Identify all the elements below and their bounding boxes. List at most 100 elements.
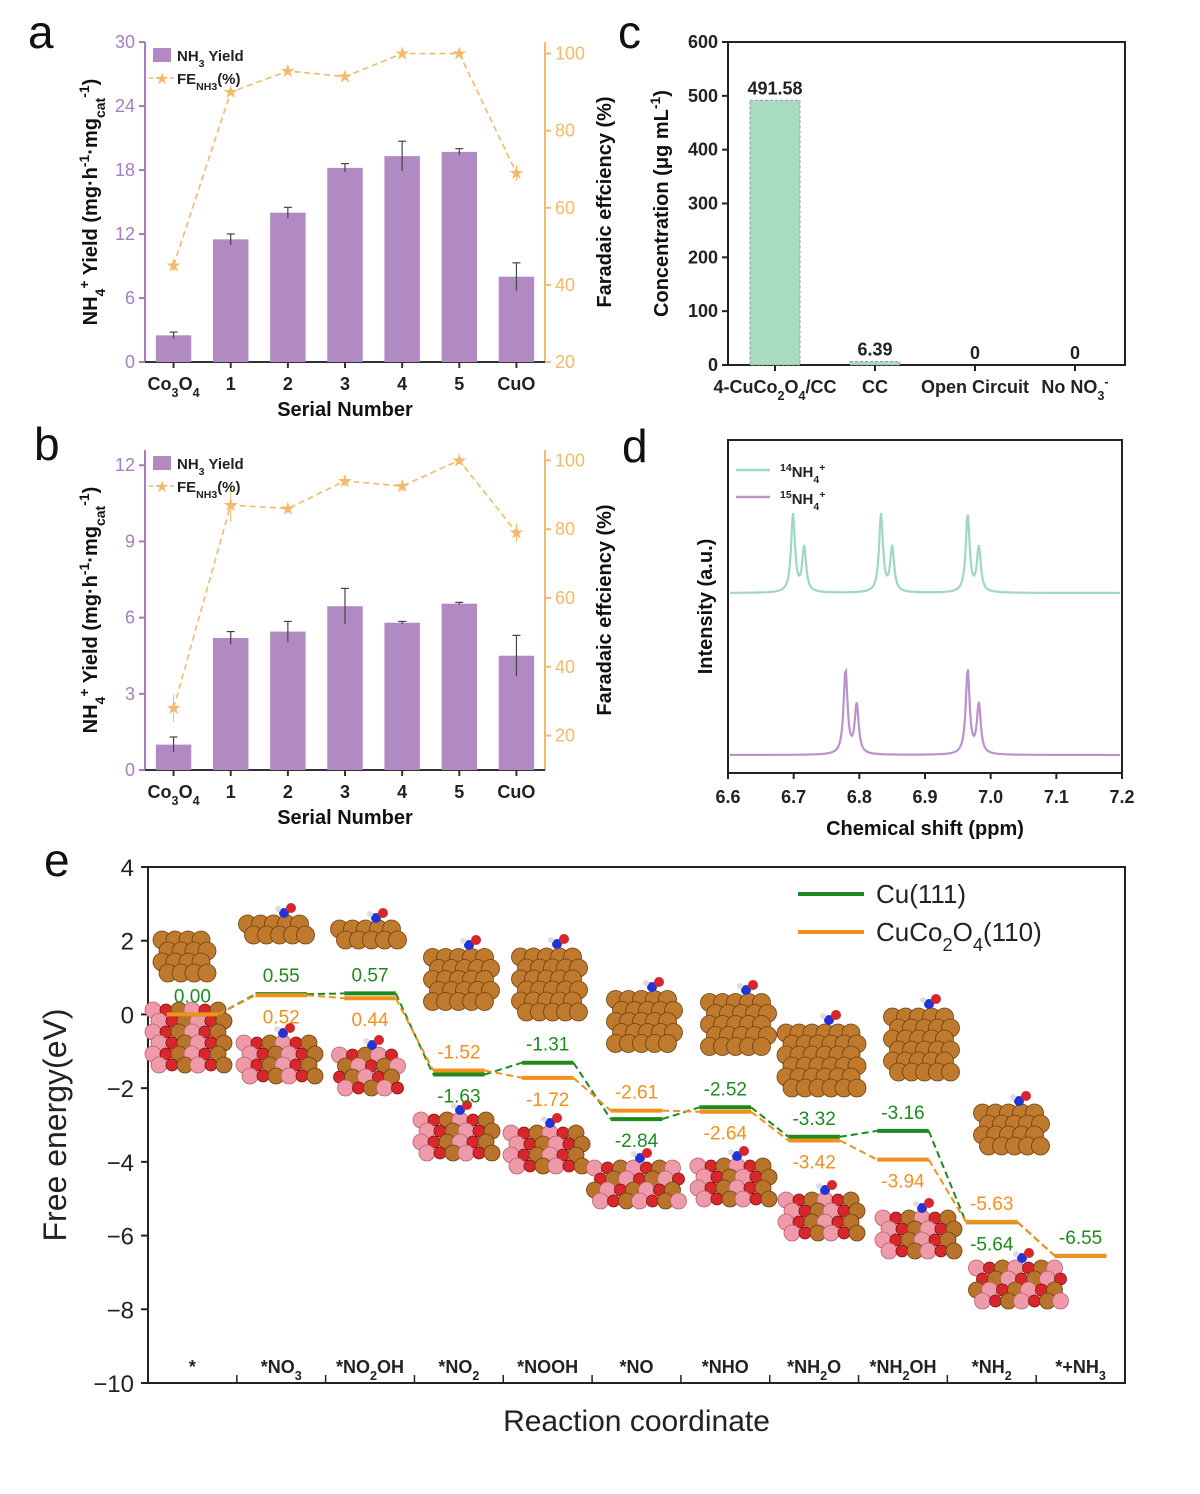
legend-14-label-part: NH [792,464,814,481]
x-tick-label: *NH2O [787,1357,841,1383]
x-axis-label: Reaction coordinate [503,1405,770,1438]
legend-cuco2o4-label-part: 2 [942,935,952,955]
panel-e-chart: 420−2−4−6−8−10* *NO3 *NO2OH *NO2 *NOOH *NO *NH… [37,855,1126,1438]
legend-14-label-part: 14 [780,462,792,474]
co-atom [783,1224,801,1242]
y-tick-label: 500 [688,86,718,106]
cu111-value-label: -3.16 [881,1103,924,1124]
right-tick-label: 60 [555,588,575,608]
x-tick-label-part: 3 [1099,1369,1106,1383]
cuco2o4-adsorbate-o [642,1148,652,1158]
x-tick-label-part: 5 [454,374,464,394]
o-atom [646,1194,659,1208]
x-tick-label-part: 2 [472,1369,479,1383]
x-tick-label-part: 2 [777,389,784,403]
cu-atom [847,1078,867,1098]
cuco2o4-model [235,1034,324,1085]
x-tick-label: *NHO [702,1357,749,1377]
legend-fe-label-part: FE [177,479,196,496]
cu111-model [152,930,217,983]
y-axis-label-part: -1 [647,97,663,110]
legend-fe-label-part: NH3 [196,81,217,93]
cuco2o4-adsorbate-n [917,1203,927,1213]
panel-label-c: c [618,6,641,58]
cuco2o4-adsorbate-h [728,1149,734,1155]
co-atom [280,1067,298,1085]
panel-label-a: a [28,6,54,58]
cu-atom [752,1037,771,1056]
o-atom [934,1244,948,1258]
x-tick-label-part: O [179,782,193,802]
cu-atom [941,1062,960,1082]
co-atom [1052,1292,1069,1310]
spectrum-14nh4 [730,512,1120,595]
x-tick-label-part: 4 [397,782,407,802]
cu111-connector [394,993,435,1075]
yield-bar [270,631,306,770]
co-atom [695,1190,713,1208]
bar-value-label: 0 [1070,343,1080,363]
co-atom [337,1079,354,1097]
x-tick-label: *NO3 [261,1357,302,1383]
cuco2o4-connector [572,1077,612,1112]
cu111-adsorbate-h [643,980,649,986]
cuco2o4-adsorbate-n [635,1153,645,1163]
cuco2o4-connector [927,1159,967,1223]
cu-atom [388,930,407,950]
x-tick-label: CC [862,377,888,397]
cu111-adsorbate-o [559,934,569,944]
o-atom [204,1058,218,1072]
cuco2o4-connector [839,1139,878,1161]
y-axis-label-part: ·mg [80,526,102,563]
o-atom [352,1081,365,1095]
cu111-value-label: 0.57 [352,965,389,986]
cu111-adsorbate-h [275,906,281,912]
y-axis-label-part: Concentration (μg mL [651,109,673,317]
cuco2o4-value-label: -3.42 [792,1152,835,1173]
cu111-adsorbate-o [1021,1091,1031,1101]
cuco2o4-adsorbate-o [285,1023,295,1033]
o-atom [472,1146,486,1160]
cuco2o4-model [502,1124,591,1175]
fe-point: ★ [337,67,353,88]
o-atom [895,1244,909,1258]
x-tick-label: *NOOH [517,1357,578,1377]
left-tick-label: 30 [115,32,135,52]
x-tick-label-part: 2 [283,782,293,802]
co-atom [1013,1292,1030,1310]
legend-fe-label-part: NH3 [196,489,217,501]
co-atom [376,1079,393,1097]
panel-c-chart: 0100200300400500600491.584-CuCo2O4/CC6.3… [647,32,1126,403]
legend-15-label-part: 15 [780,489,792,501]
cu111-value-label: 0.00 [174,986,211,1007]
right-tick-label: 40 [555,275,575,295]
fe-point: ★ [166,256,182,277]
x-tick-label-part: *NHO [702,1357,749,1377]
yield-bar [327,167,363,362]
legend-bar-label: NH3 Yield [177,48,244,70]
cu-atom [760,1190,778,1208]
cu-atom [475,992,494,1011]
cuco2o4-value-label: 0.52 [263,1007,300,1028]
y-axis-label-part: Yield (mg·h [80,575,102,688]
cuco2o4-adsorbate-h [816,1183,822,1189]
cuco2o4-adsorbate-n [367,1040,377,1050]
x-tick-label-part: *NO [438,1357,472,1377]
legend-15-label-part: + [819,489,825,501]
o-atom [391,1081,404,1095]
legend-bar-swatch [153,48,171,62]
x-tick-label: 5 [454,374,464,394]
y-tick-label: −4 [107,1150,134,1177]
cu111-value-label: -3.32 [792,1109,835,1130]
cuco2o4-value-label: -5.63 [970,1194,1013,1215]
x-tick-label: 3 [340,782,350,802]
legend-bar-label-part: NH [177,48,199,65]
left-tick-label: 9 [125,531,135,551]
y-tick-label: 0 [708,355,718,375]
co-atom [592,1192,609,1210]
x-tick-label: Co3O4 [148,374,200,400]
co-atom [241,1067,259,1085]
cu111-adsorbate-n [924,999,934,1009]
cu111-adsorbate-n [824,1015,834,1025]
